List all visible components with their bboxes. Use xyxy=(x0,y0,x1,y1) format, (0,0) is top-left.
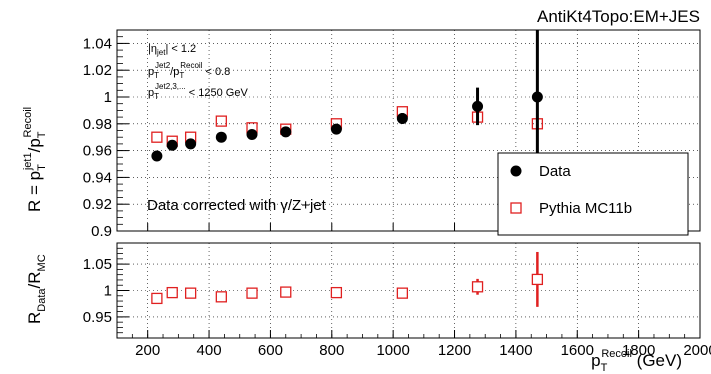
ratio-point-9 xyxy=(531,273,544,286)
cut-jet23-sub: T xyxy=(154,92,159,101)
top-ytick-label-1.02: 1.02 xyxy=(83,62,112,79)
bottom-ytick-label-1: 1 xyxy=(104,283,112,300)
cut-ratio-main: p xyxy=(148,66,154,78)
xtick-label-1800: 1800 xyxy=(622,342,655,359)
bottom-xlabel: pT Recoil (GeV) xyxy=(591,348,682,374)
xlabel-sub: T xyxy=(601,362,608,374)
data-point-5 xyxy=(280,126,292,138)
bottom-ylabel: RData/RMC xyxy=(25,254,48,324)
cut-ratio-sub2: T xyxy=(179,71,184,80)
ratio-point-7 xyxy=(396,287,409,299)
bottom-ylabel-main: R xyxy=(25,312,44,324)
data-correction-annotation: Data corrected with γ/Z+jet xyxy=(147,197,327,214)
legend-mc-marker xyxy=(510,202,522,214)
bottom-ytick-label-1.05: 1.05 xyxy=(83,256,112,273)
corner-label: AntiKt4Topo:EM+JES xyxy=(537,7,700,26)
data-point-2 xyxy=(185,138,197,150)
cut-ratio-sup2: Recoil xyxy=(180,61,202,70)
ratio-point-6 xyxy=(330,286,343,299)
top-ytick-label-0.9: 0.9 xyxy=(91,223,112,240)
top-ylabel-sub1: T xyxy=(36,164,48,171)
top-ylabel-sup1: jet1 xyxy=(22,152,34,171)
legend-mc-label: Pythia MC11b xyxy=(539,200,632,217)
cut-ratio-mid: /p xyxy=(170,66,179,78)
bottom-ylabel-slash: /R xyxy=(25,271,44,288)
ratio-point-8 xyxy=(471,281,484,293)
top-frame xyxy=(116,29,701,232)
xlabel-sup: Recoil xyxy=(601,348,632,360)
top-markers xyxy=(151,30,544,171)
xtick-label-600: 600 xyxy=(258,342,283,359)
bottom-ylabel-sub1: Data xyxy=(36,288,48,312)
top-ytick-label-1.04: 1.04 xyxy=(83,35,112,52)
top-ylabel-sub2: T xyxy=(36,131,48,138)
legend-data-label: Data xyxy=(539,163,571,180)
xlabel-rest: (GeV) xyxy=(632,351,682,370)
cut-jet23: pTJet2,3,... < 1250 GeV xyxy=(148,82,248,101)
cut-eta-sub: jet xyxy=(156,48,166,57)
top-panel: 0.9 0.92 0.94 0.96 0.98 1 1.02 1.04 xyxy=(83,29,701,240)
legend: Data Pythia MC11b xyxy=(497,152,689,236)
bottom-panel: 0.95 1 1.05 200 400 600 800 1000 1200 1400 1600 180… xyxy=(83,242,711,359)
top-ylabel-sup2: Recoil xyxy=(22,107,34,138)
cut-ratio-sub: T xyxy=(154,71,159,80)
mc-point-3 xyxy=(215,115,227,127)
top-ytick-label-0.98: 0.98 xyxy=(83,116,112,133)
data-point-9 xyxy=(531,91,543,103)
data-point-0 xyxy=(151,150,163,162)
data-point-4 xyxy=(246,129,258,141)
top-ytick-label-1: 1 xyxy=(104,89,112,106)
cut-ratio-sup: Jet2 xyxy=(155,61,171,70)
top-ytick-label-0.96: 0.96 xyxy=(83,143,112,160)
xtick-label-1400: 1400 xyxy=(499,342,532,359)
cut-ratio-rest: < 0.8 xyxy=(202,66,230,78)
top-ylabel: R = pTjet1/pTRecoil xyxy=(22,107,48,212)
ratio-point-3 xyxy=(215,291,227,303)
ratio-point-5 xyxy=(280,286,292,298)
top-ylabel-slash: /p xyxy=(25,138,44,152)
cut-eta: |ηjet| < 1.2 xyxy=(148,43,196,57)
cut-jet23-sup: Jet2,3,... xyxy=(155,82,186,91)
top-ytick-label-0.94: 0.94 xyxy=(83,169,112,186)
data-point-7 xyxy=(396,112,408,124)
top-ytick-label-0.92: 0.92 xyxy=(83,196,112,213)
bottom-frame xyxy=(116,242,701,339)
ratio-point-0 xyxy=(151,292,163,305)
xtick-label-1000: 1000 xyxy=(376,342,409,359)
xtick-label-400: 400 xyxy=(197,342,222,359)
xtick-label-200: 200 xyxy=(135,342,160,359)
cut-ratio: pTJet2/pTRecoil < 0.8 xyxy=(148,61,230,80)
legend-box xyxy=(497,152,689,236)
cut-eta-main: |η xyxy=(148,43,157,55)
ratio-point-1 xyxy=(166,286,178,299)
cut-eta-rest: | < 1.2 xyxy=(165,43,196,55)
xtick-label-1600: 1600 xyxy=(561,342,594,359)
cut-jet23-rest: < 1250 GeV xyxy=(186,87,249,99)
bottom-ytick-label-0.95: 0.95 xyxy=(83,309,112,326)
xtick-label-2000: 2000 xyxy=(683,342,711,359)
cut-jet23-main: p xyxy=(148,87,154,99)
data-point-1 xyxy=(166,139,178,151)
xtick-label-800: 800 xyxy=(319,342,344,359)
xlabel-main: p xyxy=(591,351,600,370)
data-point-8 xyxy=(472,100,484,112)
bottom-ylabel-sub2: MC xyxy=(36,254,48,271)
mc-point-0 xyxy=(151,131,163,143)
ratio-point-4 xyxy=(246,287,258,299)
ratio-point-2 xyxy=(184,287,197,299)
top-ylabel-main: R = p xyxy=(25,171,44,212)
data-point-3 xyxy=(215,131,227,143)
data-point-6 xyxy=(330,123,342,135)
xtick-label-1200: 1200 xyxy=(438,342,471,359)
legend-data-marker xyxy=(510,165,522,177)
